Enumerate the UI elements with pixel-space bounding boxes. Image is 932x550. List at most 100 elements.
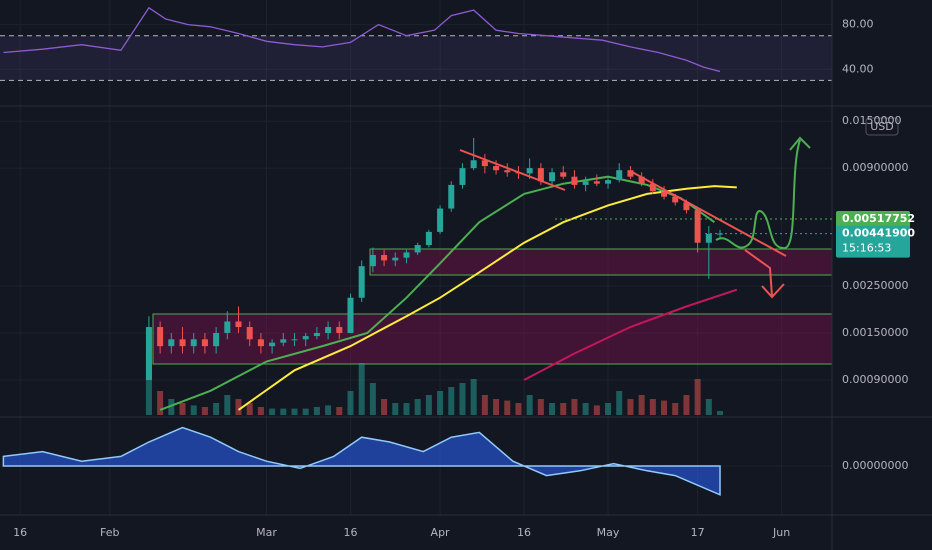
volume-bar xyxy=(414,399,421,415)
volume-bar xyxy=(280,408,287,415)
annotations xyxy=(459,136,811,299)
x-tick-label: 16 xyxy=(343,526,357,539)
candle-body xyxy=(157,327,164,347)
volume-bar xyxy=(157,391,164,415)
candle-body xyxy=(694,210,701,243)
volume-bar xyxy=(493,399,500,415)
volume-bar xyxy=(470,379,477,415)
price-badge xyxy=(836,210,910,228)
rsi-line xyxy=(3,6,721,73)
volume-bar xyxy=(537,399,544,415)
volume-bar xyxy=(616,391,623,415)
candle-body xyxy=(560,172,567,177)
volume-bar xyxy=(336,407,343,415)
volume-bar xyxy=(593,405,600,415)
volume-bar xyxy=(560,403,567,415)
candle-body xyxy=(526,168,533,174)
candle-body xyxy=(470,160,477,169)
candle-body xyxy=(638,176,645,184)
y-tick-label: 0.0150000 xyxy=(842,114,902,127)
volume-bar xyxy=(481,395,488,415)
volume-bar xyxy=(325,405,332,415)
price-badge xyxy=(836,225,910,258)
moving-average xyxy=(237,185,737,411)
y-tick-label: 80.00 xyxy=(842,18,874,31)
volume-bar xyxy=(649,399,656,415)
x-tick-label: Apr xyxy=(431,526,451,539)
candle-body xyxy=(616,170,623,181)
x-tick-label: 17 xyxy=(691,526,705,539)
candle-body xyxy=(582,181,589,185)
candle-body xyxy=(649,183,656,192)
price-label: 0.00517752 xyxy=(842,212,915,225)
candle-body xyxy=(291,339,298,341)
candle-body xyxy=(269,342,276,347)
volume-bar xyxy=(145,359,152,415)
candle-body xyxy=(414,245,421,253)
volume-bar xyxy=(358,363,365,415)
candle-body xyxy=(280,339,287,343)
rsi-band xyxy=(0,35,832,81)
candle-body xyxy=(336,327,343,333)
plot xyxy=(2,6,738,496)
volume-bar xyxy=(235,399,242,415)
moving-average xyxy=(523,288,738,381)
candle-body xyxy=(448,184,455,209)
arrow-down xyxy=(744,249,785,299)
volume-bar xyxy=(381,399,388,415)
candle-body xyxy=(313,332,320,337)
volume-bar xyxy=(683,395,690,415)
candle-body xyxy=(145,327,152,380)
volume-bar xyxy=(448,387,455,415)
candle-body xyxy=(392,257,399,261)
candle-body xyxy=(403,252,410,258)
candle-body xyxy=(257,339,264,347)
oscillator-area xyxy=(2,426,721,496)
x-tick-label: 16 xyxy=(517,526,531,539)
volume-bar xyxy=(661,400,668,415)
candle-body xyxy=(504,170,511,173)
volume-bar xyxy=(582,403,589,415)
candle-body xyxy=(190,339,197,347)
y-tick-label: 40.00 xyxy=(842,62,874,75)
volume-bar xyxy=(459,383,466,415)
volume-bar xyxy=(224,395,231,415)
candle-body xyxy=(201,339,208,347)
volume-bar xyxy=(605,403,612,415)
volume-bar xyxy=(672,403,679,415)
y-tick-label: 0.00250000 xyxy=(842,279,908,292)
zone-box xyxy=(369,248,833,276)
volume-bar xyxy=(269,408,276,415)
volume-bar xyxy=(313,407,320,415)
candle-body xyxy=(481,160,488,167)
candle-body xyxy=(493,166,500,171)
volume-bar xyxy=(504,400,511,415)
candle-body xyxy=(325,327,332,333)
candle-body xyxy=(246,327,253,340)
y-tick-label: 0.00900000 xyxy=(842,161,908,174)
price-label: 0.00441900 xyxy=(842,227,915,240)
volume-bar xyxy=(201,407,208,415)
y-tick-label: 0.00000000 xyxy=(842,459,908,472)
volume-bar xyxy=(694,379,701,415)
candle-body xyxy=(459,168,466,185)
candle-body xyxy=(437,208,444,232)
volume-bar xyxy=(638,395,645,415)
candle-body xyxy=(627,170,634,177)
candle-body xyxy=(425,231,432,246)
volume-bar xyxy=(179,403,186,415)
y-tick-label: 0.00150000 xyxy=(842,326,908,339)
candle-body xyxy=(593,181,600,184)
countdown: 15:16:53 xyxy=(842,242,891,255)
candle-body xyxy=(224,321,231,333)
volume-bar xyxy=(437,391,444,415)
x-tick-label: 16 xyxy=(13,526,27,539)
x-tick-label: Jun xyxy=(772,526,790,539)
currency-badge xyxy=(865,117,899,136)
volume-bar xyxy=(246,403,253,415)
candle-body xyxy=(537,168,544,182)
volume-bar xyxy=(257,407,264,415)
candle-body xyxy=(705,233,712,243)
volume-bar xyxy=(190,405,197,415)
